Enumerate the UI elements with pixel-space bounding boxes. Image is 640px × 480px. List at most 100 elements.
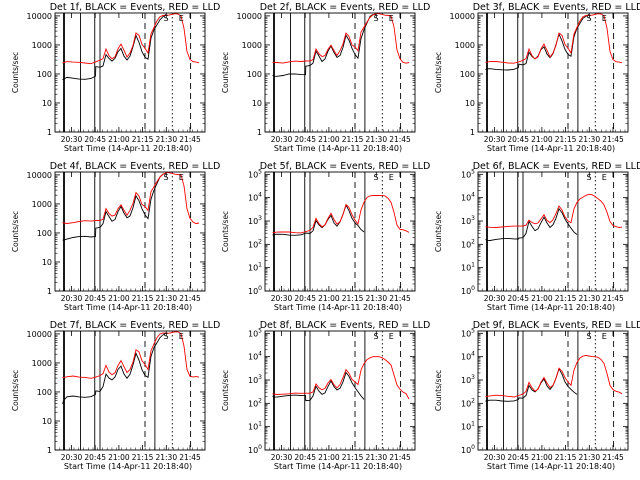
y-axis-label: Counts/sec (221, 370, 230, 411)
y-tick-label: 1 (257, 128, 262, 137)
x-tick-label: 20:45 (507, 135, 529, 144)
chart-panel-9: Det 9f, BLACK = Events, RED = LLD Counts/… (434, 320, 640, 471)
x-tick-label: 21:15 (132, 294, 154, 303)
x-tick-label: 20:30 (484, 294, 506, 303)
x-tick-label: 21:45 (389, 135, 411, 144)
y-tick-label: 101 (461, 421, 475, 432)
annotation-s: S (373, 332, 378, 341)
series-events (272, 14, 376, 77)
annotation-e: E (602, 332, 607, 341)
x-tick-label: 20:45 (507, 294, 529, 303)
chart-title: Det 1f, BLACK = Events, RED = LLD (50, 2, 221, 13)
y-tick-label: 10000 (27, 330, 52, 339)
y-tick-label: 1 (470, 128, 475, 137)
y-tick-label: 103 (461, 215, 475, 226)
x-tick-label: 21:30 (578, 135, 600, 144)
series-events (485, 207, 578, 241)
plot-area (485, 13, 623, 132)
y-axis-label: Counts/sec (434, 370, 443, 411)
x-axis-label: Start Time (14-Apr-11 20:18:40) (64, 144, 192, 153)
plot-frame (54, 171, 206, 292)
y-tick-label: 1000 (455, 41, 475, 50)
annotation-s: S (586, 173, 591, 182)
x-tick-label: 21:15 (132, 453, 154, 462)
y-tick-label: 1 (47, 128, 52, 137)
y-tick-label: 1000 (32, 200, 52, 209)
x-tick-label: 21:00 (108, 135, 130, 144)
series-events (62, 172, 167, 241)
x-tick-label: 21:45 (389, 453, 411, 462)
x-tick-label: 20:45 (294, 294, 316, 303)
plot-area (272, 13, 410, 132)
x-tick-label: 21:30 (155, 453, 177, 462)
y-axis-label: Counts/sec (221, 52, 230, 93)
x-tick-label: 21:15 (342, 453, 364, 462)
x-tick-label: 21:45 (602, 135, 624, 144)
y-tick-label: 10 (42, 417, 52, 426)
x-tick-label: 21:00 (531, 294, 553, 303)
y-tick-label: 104 (248, 192, 262, 203)
plot-area (62, 172, 200, 291)
plot-area (272, 172, 410, 291)
chart-title: Det 7f, BLACK = Events, RED = LLD (50, 320, 221, 331)
plot-frame (54, 330, 206, 451)
x-tick-label: 21:15 (132, 135, 154, 144)
y-tick-label: 1 (47, 446, 52, 455)
plot-area (272, 331, 410, 450)
x-tick-label: 21:00 (108, 453, 130, 462)
x-tick-label: 21:45 (179, 453, 201, 462)
y-axis-label: Counts/sec (434, 211, 443, 252)
y-tick-label: 105 (248, 168, 262, 179)
x-axis-label: Start Time (14-Apr-11 20:18:40) (64, 462, 192, 471)
x-tick-label: 20:45 (84, 135, 106, 144)
x-tick-label: 21:30 (365, 135, 387, 144)
x-tick-label: 21:00 (108, 294, 130, 303)
plot-frame (477, 330, 629, 451)
annotation-s: S (373, 173, 378, 182)
x-tick-label: 20:30 (271, 453, 293, 462)
x-axis-label: Start Time (14-Apr-11 20:18:40) (487, 144, 615, 153)
y-tick-label: 10000 (27, 171, 52, 180)
y-tick-label: 102 (248, 397, 262, 408)
x-tick-label: 21:30 (578, 453, 600, 462)
chart-panel-4: Det 4f, BLACK = Events, RED = LLD Counts/… (11, 161, 220, 312)
annotation-e: E (179, 14, 184, 23)
x-tick-label: 21:45 (179, 135, 201, 144)
y-tick-label: 104 (461, 192, 475, 203)
y-axis-label: Counts/sec (434, 52, 443, 93)
annotation-e: E (602, 14, 607, 23)
plot-frame (477, 12, 629, 133)
x-tick-label: 21:00 (318, 294, 340, 303)
x-tick-label: 20:30 (61, 135, 83, 144)
y-tick-label: 105 (461, 168, 475, 179)
y-tick-label: 101 (248, 262, 262, 273)
y-tick-label: 10 (42, 258, 52, 267)
y-tick-label: 102 (461, 397, 475, 408)
x-tick-label: 21:00 (318, 135, 340, 144)
y-tick-label: 10000 (450, 12, 475, 21)
y-tick-label: 104 (248, 351, 262, 362)
plot-frame (54, 12, 206, 133)
y-axis-label: Counts/sec (11, 370, 20, 411)
chart-panel-2: Det 2f, BLACK = Events, RED = LLD Counts/… (221, 2, 430, 153)
plot-frame (264, 12, 416, 133)
x-tick-label: 21:45 (389, 294, 411, 303)
chart-title: Det 4f, BLACK = Events, RED = LLD (50, 161, 221, 172)
annotation-e: E (389, 14, 394, 23)
y-tick-label: 100 (460, 70, 475, 79)
x-tick-label: 21:00 (318, 453, 340, 462)
chart-panel-5: Det 5f, BLACK = Events, RED = LLD Counts/… (221, 161, 430, 312)
y-tick-label: 100 (247, 70, 262, 79)
y-tick-label: 100 (37, 70, 52, 79)
x-tick-label: 21:00 (531, 453, 553, 462)
series-lld (485, 354, 623, 398)
y-tick-label: 100 (37, 388, 52, 397)
annotation-s: S (163, 332, 168, 341)
y-tick-label: 1000 (242, 41, 262, 50)
series-lld (272, 356, 410, 400)
plot-area (62, 331, 200, 450)
y-tick-label: 100 (248, 444, 262, 455)
plot-frame (477, 171, 629, 292)
plot-frame (264, 330, 416, 451)
